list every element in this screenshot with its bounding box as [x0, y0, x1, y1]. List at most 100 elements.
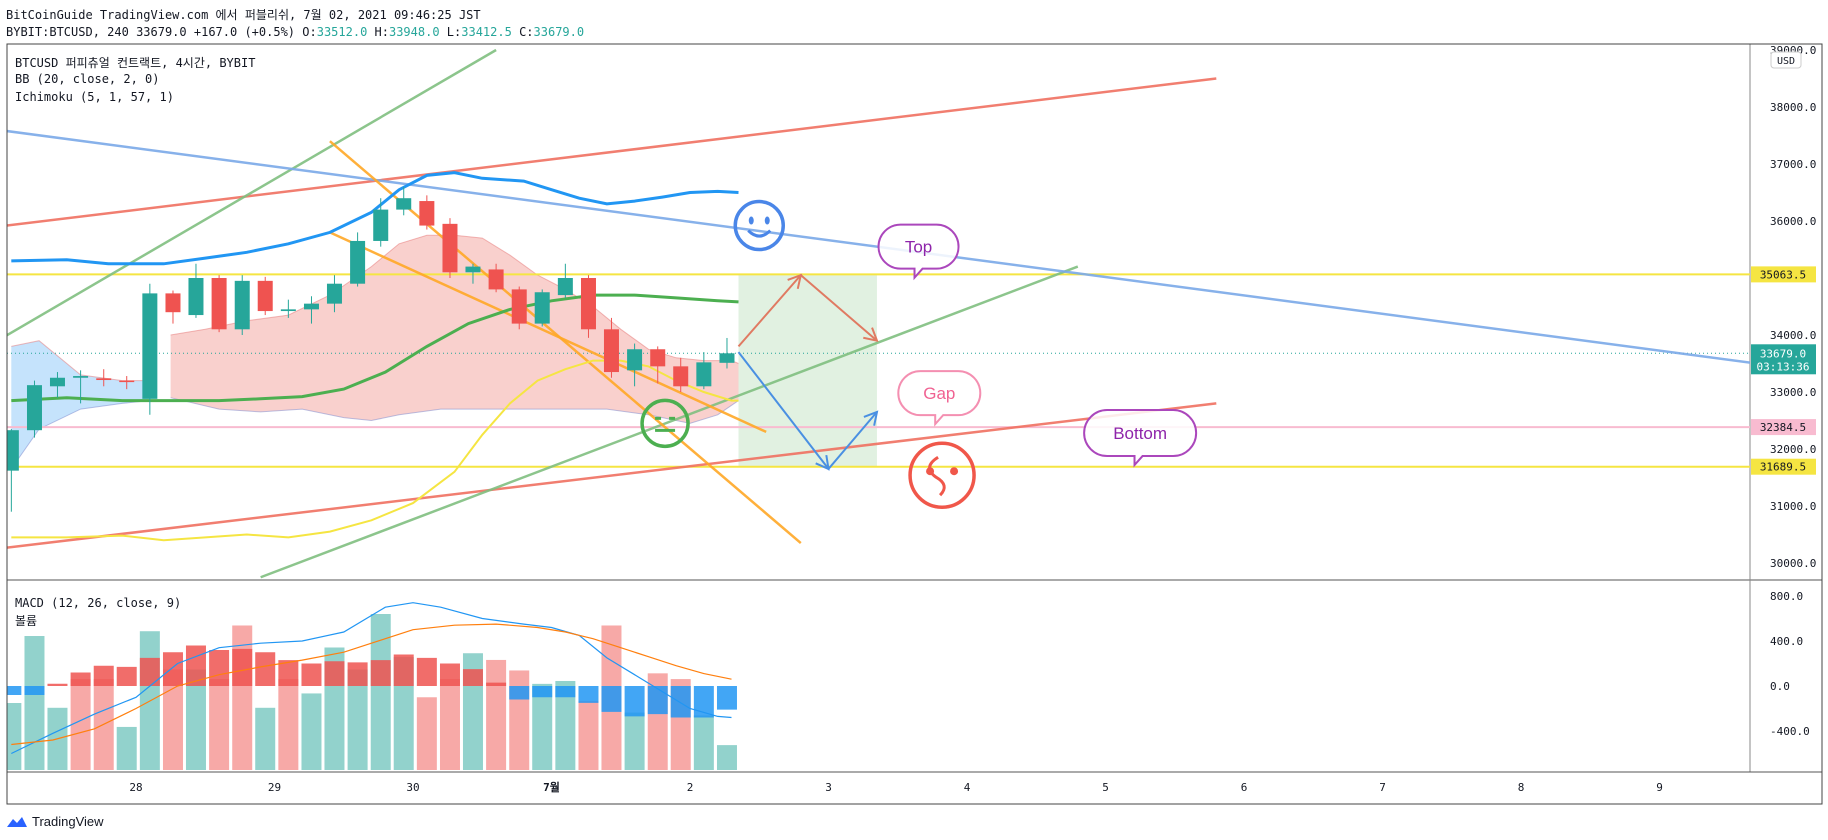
candle [419, 195, 435, 230]
macd-histogram-bar [439, 663, 460, 686]
candle [165, 290, 181, 324]
tenkan-line [11, 359, 739, 542]
open-label: O: [302, 25, 317, 39]
footer[interactable]: TradingView [6, 814, 104, 829]
main-pane: Top Gap Bottom [7, 48, 1750, 579]
macd-histogram-bar [647, 686, 668, 715]
candle-body [488, 269, 504, 290]
legend-volume[interactable]: 볼륨 [15, 614, 38, 628]
candle-body [719, 353, 735, 363]
high-value: 33948.0 [388, 25, 440, 39]
candle-body [96, 378, 112, 381]
macd-tick-label: 800.0 [1770, 590, 1803, 603]
macd-histogram-bar [486, 682, 507, 686]
macd-histogram-bar [116, 666, 137, 686]
macd-histogram-bar [70, 672, 91, 686]
macd-histogram-bar [509, 686, 530, 700]
volume-bar [416, 697, 437, 770]
low-value: 33412.5 [461, 25, 512, 39]
trend-line-green-3 [260, 265, 1079, 579]
indicator-pane [7, 602, 737, 770]
candle [627, 343, 643, 387]
candle-body [211, 278, 227, 330]
candle [96, 369, 112, 387]
close-value: 33679.0 [533, 25, 585, 39]
countdown-label: 03:13:36 [1757, 360, 1810, 373]
macd-tick-label: -400.0 [1770, 725, 1810, 738]
time-tick-label: 8 [1518, 781, 1525, 794]
candle-body [165, 293, 181, 313]
face-outline [733, 199, 785, 252]
candle-body [234, 280, 250, 330]
macd-histogram-bar [578, 686, 599, 703]
smile [747, 229, 772, 238]
macd-histogram-bar [624, 686, 645, 717]
candle-body [580, 278, 596, 330]
trend-line-green-2 [7, 48, 497, 337]
macd-histogram-bar [370, 660, 391, 686]
projection-box [738, 275, 877, 467]
candle [142, 283, 158, 415]
macd-histogram-bar [416, 657, 437, 686]
legend-ichimoku[interactable]: Ichimoku (5, 1, 57, 1) [15, 90, 174, 104]
volume-bar [439, 679, 460, 770]
candle [396, 186, 412, 216]
macd-histogram-bar [209, 649, 230, 686]
price-axis: 39000.038000.037000.036000.035000.034000… [1751, 44, 1816, 738]
macd-histogram-bar [47, 683, 68, 686]
bubble-text: Gap [923, 384, 955, 403]
time-tick-label: 7월 [543, 780, 560, 794]
candle [603, 317, 619, 378]
time-tick-label: 6 [1241, 781, 1248, 794]
candle [119, 376, 135, 390]
level-tag-label: 35063.5 [1760, 268, 1806, 281]
time-tick-label: 4 [964, 781, 971, 794]
volume-bar [209, 679, 230, 770]
candle-body [188, 278, 204, 316]
price-tick-label: 34000.0 [1770, 329, 1816, 342]
change-value: +167.0 (+0.5%) [193, 25, 296, 39]
eye [764, 216, 770, 225]
candle-body [119, 380, 135, 383]
time-tick-label: 28 [129, 781, 142, 794]
macd-histogram-bar [347, 662, 368, 686]
face-outline [640, 398, 690, 449]
candle [280, 299, 296, 318]
candle [696, 352, 712, 390]
candle-body [142, 293, 158, 399]
bubble-gap: Gap [897, 370, 982, 427]
volume-bar [347, 669, 368, 770]
arrowhead [787, 273, 803, 290]
bubble-text: Bottom [1113, 424, 1167, 443]
volume-bar [70, 679, 91, 770]
arrowhead [815, 454, 830, 471]
volume-bar [532, 683, 553, 770]
macd-histogram-bar [693, 686, 714, 718]
happy-face-icon [733, 199, 785, 252]
volume-bar [716, 745, 737, 770]
volume-bar [624, 712, 645, 770]
ichimoku-cloud-bearish [170, 235, 739, 424]
candle [350, 232, 366, 287]
macd-tick-label: 400.0 [1770, 635, 1803, 648]
price-tick-label: 33000.0 [1770, 386, 1816, 399]
ichimoku-cloud-bearish-edge-top [170, 234, 739, 364]
eye [950, 467, 959, 476]
volume-bar [7, 703, 22, 770]
currency-label: USD [1777, 56, 1795, 67]
candle-body [280, 309, 296, 312]
tradingview-logo-icon [7, 816, 27, 827]
bubble-shape [897, 370, 982, 427]
volume-bar [370, 614, 391, 770]
legend-bb[interactable]: BB (20, close, 2, 0) [15, 72, 160, 86]
volume-bar [693, 715, 714, 770]
signal-line [11, 623, 732, 746]
ichimoku-cloud-bullish [11, 340, 150, 469]
publish-info: BitCoinGuide TradingView.com 에서 퍼블리쉬, 7월… [6, 8, 481, 22]
legend-macd[interactable]: MACD (12, 26, close, 9) [15, 596, 182, 610]
candle [303, 296, 319, 324]
price-tick-label: 31000.0 [1770, 500, 1816, 513]
volume-bar [486, 659, 507, 770]
candle [557, 263, 573, 298]
